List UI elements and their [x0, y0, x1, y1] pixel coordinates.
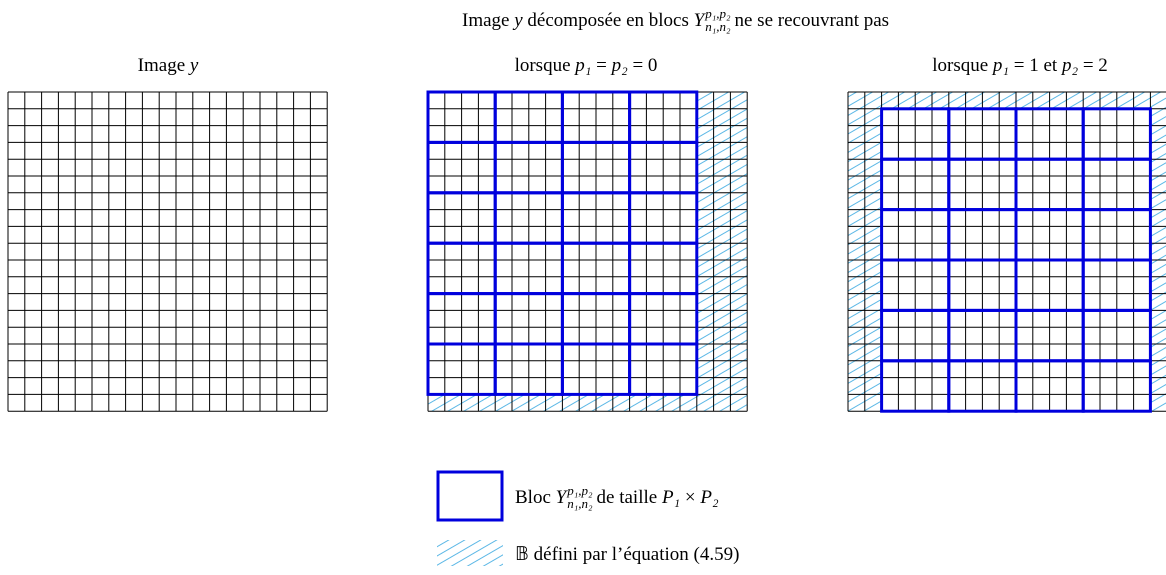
main-title: Image y décomposée en blocs Y — [462, 10, 707, 31]
legend-label: 𝔹 défini par l’équation (4.59) — [515, 544, 739, 565]
title-superscript: p₁,p₂ — [704, 6, 731, 21]
legend-label-end: de taille P₁ × P₂ — [597, 487, 719, 508]
block — [1081, 359, 1152, 413]
main-title-end: ne se recouvrant pas — [735, 10, 890, 31]
hatched-region — [848, 92, 1166, 109]
panel-label: lorsque p₁ = 1 et p₂ = 2 — [932, 55, 1108, 76]
block — [628, 342, 699, 396]
legend-subscript: n₁,n₂ — [567, 496, 593, 511]
legend-block-swatch — [436, 470, 504, 522]
panel-label: Image y — [138, 55, 199, 76]
legend-hatch-swatch — [437, 540, 503, 566]
grids — [7, 90, 1166, 413]
legend-superscript: p₁,p₂ — [566, 483, 593, 498]
hatched-region — [428, 394, 748, 412]
title-subscript: n₁,n₂ — [705, 19, 731, 34]
panel-label: lorsque p₁ = p₂ = 0 — [515, 55, 658, 76]
legend-label: Bloc Y — [515, 487, 569, 508]
